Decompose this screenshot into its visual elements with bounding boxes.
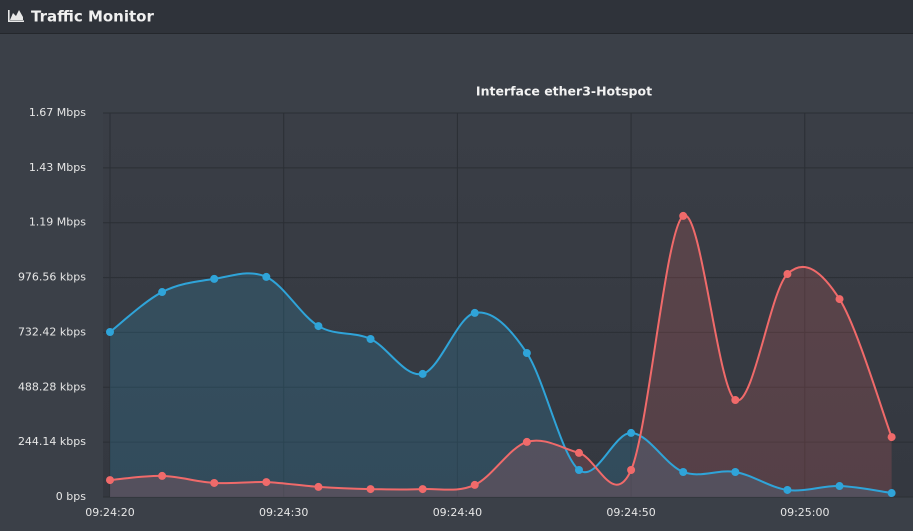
y-tick-label: 244.14 kbps [18,435,86,448]
chart-icon [8,10,24,22]
data-point [366,335,375,344]
y-tick-label: 488.28 kbps [18,380,86,393]
data-point [887,489,896,498]
data-point [679,467,688,476]
data-point [366,485,375,494]
x-tick-label: 09:24:50 [606,506,655,519]
data-point [470,308,479,317]
plot-area [103,113,913,497]
data-point [106,476,114,485]
data-point [418,485,427,494]
y-tick-label: 1.19 Mbps [29,216,86,229]
data-point [210,274,219,283]
data-point [627,466,636,475]
data-point [470,480,479,489]
series-line [109,272,892,495]
data-point [783,485,792,494]
header-bar [0,0,913,33]
data-point [574,466,583,475]
data-point [574,448,583,457]
y-tick-label: 1.43 Mbps [29,161,86,174]
data-point [835,482,844,491]
data-point [314,322,323,331]
data-point [887,433,896,442]
y-tick-label: 0 bps [56,490,86,503]
data-point [262,478,271,487]
series-area [110,215,892,498]
header-title: Traffic Monitor [31,8,154,26]
x-tick-label: 09:24:30 [259,506,308,519]
data-point [522,349,531,358]
chart-title: Interface ether3-Hotspot [476,84,652,99]
series-area [110,273,892,497]
data-point [731,396,740,405]
x-tick-label: 09:24:40 [433,506,482,519]
data-point [783,270,792,279]
data-point [835,295,844,304]
data-point [522,437,531,446]
data-point [106,327,114,336]
x-tick-label: 09:24:20 [85,506,134,519]
data-point [262,272,271,281]
data-point [627,428,636,437]
data-point [158,288,167,297]
data-point [314,482,323,491]
y-tick-label: 976.56 kbps [18,271,86,284]
x-tick-label: 09:25:00 [780,506,829,519]
y-tick-label: 1.67 Mbps [29,106,86,119]
y-tick-label: 732.42 kbps [18,325,86,338]
data-point [210,478,219,487]
data-point [158,471,167,480]
data-point [418,369,427,378]
data-point [679,211,688,220]
data-point [731,467,740,476]
